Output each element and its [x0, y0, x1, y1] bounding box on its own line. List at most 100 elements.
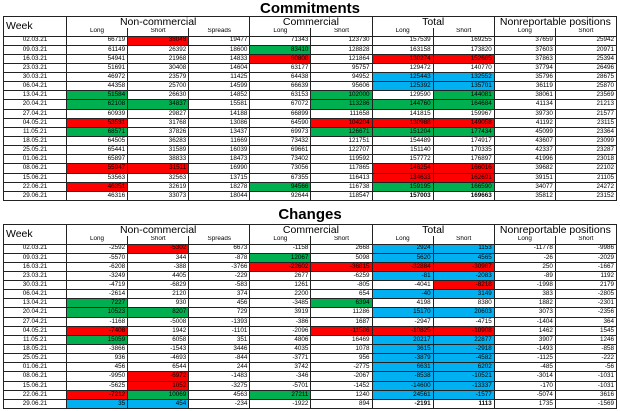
total-long-cell: -32884 [371, 261, 434, 272]
week-cell: 27.04.21 [3, 316, 67, 327]
nonreportable-short-cell: 22102 [554, 163, 618, 174]
total-long-cell: -14600 [371, 380, 434, 391]
total-short-cell: 132552 [432, 72, 495, 83]
noncommercial-short-cell: 26630 [127, 90, 190, 101]
nonreportable-long-cell: 3073 [493, 307, 556, 318]
noncommercial-spreads-cell: 13086 [188, 117, 251, 128]
total-long-cell: 134633 [371, 172, 434, 183]
total-long-cell: 130988 [371, 117, 434, 128]
noncommercial-long-cell: 46316 [65, 190, 129, 202]
total-long-cell: 125443 [371, 72, 434, 83]
week-cell: 29.06.21 [3, 190, 67, 202]
nonreportable-short-cell: 23364 [554, 126, 618, 138]
total-short-cell: -2918 [432, 344, 495, 355]
total-short-cell: 166590 [432, 181, 495, 192]
header-total: Total [371, 16, 495, 28]
week-cell: 11.05.21 [3, 126, 67, 138]
commercial-long-cell: -3485 [249, 298, 312, 309]
nonreportable-long-cell: 35812 [493, 190, 556, 202]
noncommercial-long-cell: 62108 [65, 99, 129, 110]
commercial-short-cell: 116413 [310, 172, 373, 183]
noncommercial-short-cell: 38833 [127, 154, 190, 165]
commercial-long-cell: 64438 [249, 72, 312, 83]
noncommercial-short-cell: 4405 [127, 270, 190, 282]
commercial-short-cell: 654 [310, 289, 373, 300]
nonreportable-short-cell: 23018 [554, 154, 618, 165]
noncommercial-long-cell: 44358 [65, 81, 129, 92]
noncommercial-long-cell: 15059 [65, 334, 129, 346]
noncommercial-long-cell: -9950 [65, 371, 129, 382]
commercial-long-cell: -1922 [249, 398, 312, 410]
noncommercial-spreads-cell: 18044 [188, 190, 251, 202]
nonreportable-long-cell: 36119 [493, 81, 556, 92]
week-cell: 08.06.21 [3, 371, 67, 382]
week-cell: 15.06.21 [3, 172, 67, 183]
commercial-short-cell: -2067 [310, 371, 373, 382]
commercial-short-cell: 126671 [310, 126, 373, 138]
noncommercial-long-cell: -2614 [65, 289, 129, 300]
commercial-long-cell: 3919 [249, 307, 312, 318]
nonreportable-short-cell: 23152 [554, 190, 618, 202]
noncommercial-long-cell: -7408 [65, 325, 129, 336]
noncommercial-long-cell: 46351 [65, 181, 129, 192]
nonreportable-short-cell: -858 [554, 344, 618, 355]
total-long-cell: 141815 [371, 108, 434, 119]
week-cell: 18.05.21 [3, 136, 67, 147]
commercial-long-cell: 66899 [249, 108, 312, 119]
total-long-cell: 24561 [371, 389, 434, 400]
total-short-cell: -4715 [432, 316, 495, 327]
commercial-long-cell: -1158 [249, 243, 312, 254]
noncommercial-spreads-cell: 351 [188, 334, 251, 346]
noncommercial-long-cell: -6208 [65, 261, 129, 272]
nonreportable-long-cell: 39151 [493, 172, 556, 183]
nonreportable-short-cell: 3616 [554, 389, 618, 400]
nonreportable-short-cell: -2805 [554, 289, 618, 300]
noncommercial-short-cell: 10069 [127, 389, 190, 400]
nonreportable-short-cell: 25870 [554, 81, 618, 92]
noncommercial-spreads-cell: 14852 [188, 90, 251, 101]
total-short-cell: 159967 [432, 108, 495, 119]
commercial-long-cell: -22602 [249, 261, 312, 272]
commercial-long-cell: 69661 [249, 145, 312, 156]
total-long-cell: 2924 [371, 243, 434, 254]
table-row: 25.05.21 936 -4693 -844 -3771 956 -3879 -4582 -1… [3, 353, 618, 364]
commitments-subheader-row: Long Short Spreads Long Short Long Short… [4, 27, 618, 37]
subheader-long: Long [493, 27, 556, 37]
noncommercial-short-cell: 31589 [127, 145, 190, 156]
commercial-long-cell: 60808 [249, 53, 312, 64]
total-short-cell: 162691 [432, 172, 495, 183]
week-cell: 20.04.21 [3, 307, 67, 318]
table-row: 06.04.21 44358 25700 14599 66639 95606 125392 1… [3, 81, 618, 92]
commitments-header-row: Week Non-commercial Commercial Total Non… [3, 16, 618, 37]
total-long-cell: 163158 [371, 44, 434, 55]
nonreportable-short-cell: 25942 [554, 35, 618, 46]
noncommercial-long-cell: 7227 [65, 298, 129, 309]
total-short-cell: 1153 [432, 243, 495, 254]
nonreportable-short-cell: -1569 [554, 398, 618, 410]
noncommercial-spreads-cell: 13715 [188, 172, 251, 183]
commercial-long-cell: 12067 [249, 252, 312, 263]
commercial-short-cell: 11286 [310, 307, 373, 318]
total-short-cell: 176897 [432, 154, 495, 165]
commitments-table: Week Non-commercial Commercial Total Non… [3, 16, 618, 202]
subheader-short: Short [432, 27, 495, 37]
nonreportable-short-cell: -222 [554, 353, 618, 364]
noncommercial-short-cell: 1942 [127, 325, 190, 336]
noncommercial-long-cell: 65897 [65, 154, 129, 165]
total-short-cell: 152665 [432, 53, 495, 64]
week-cell: 25.05.21 [3, 353, 67, 364]
noncommercial-spreads-cell: -878 [188, 252, 251, 263]
nonreportable-short-cell: 25394 [554, 53, 618, 64]
week-cell: 23.03.21 [3, 62, 67, 74]
commercial-long-cell: -2096 [249, 325, 312, 336]
noncommercial-long-cell: -3866 [65, 344, 129, 355]
week-cell: 04.05.21 [3, 325, 67, 336]
total-short-cell: 140770 [432, 62, 495, 74]
total-short-cell: 170335 [432, 145, 495, 156]
commercial-short-cell: 116738 [310, 181, 373, 192]
week-cell: 20.04.21 [3, 99, 67, 110]
table-row: 23.03.21 51691 30408 14604 63177 95757 129472 1… [3, 62, 618, 74]
commercial-short-cell: 1687 [310, 316, 373, 327]
noncommercial-long-cell: 60939 [65, 108, 129, 119]
table-row: 15.06.21 -5625 1052 -3275 -5701 -1452 -14600 -1… [3, 380, 618, 391]
